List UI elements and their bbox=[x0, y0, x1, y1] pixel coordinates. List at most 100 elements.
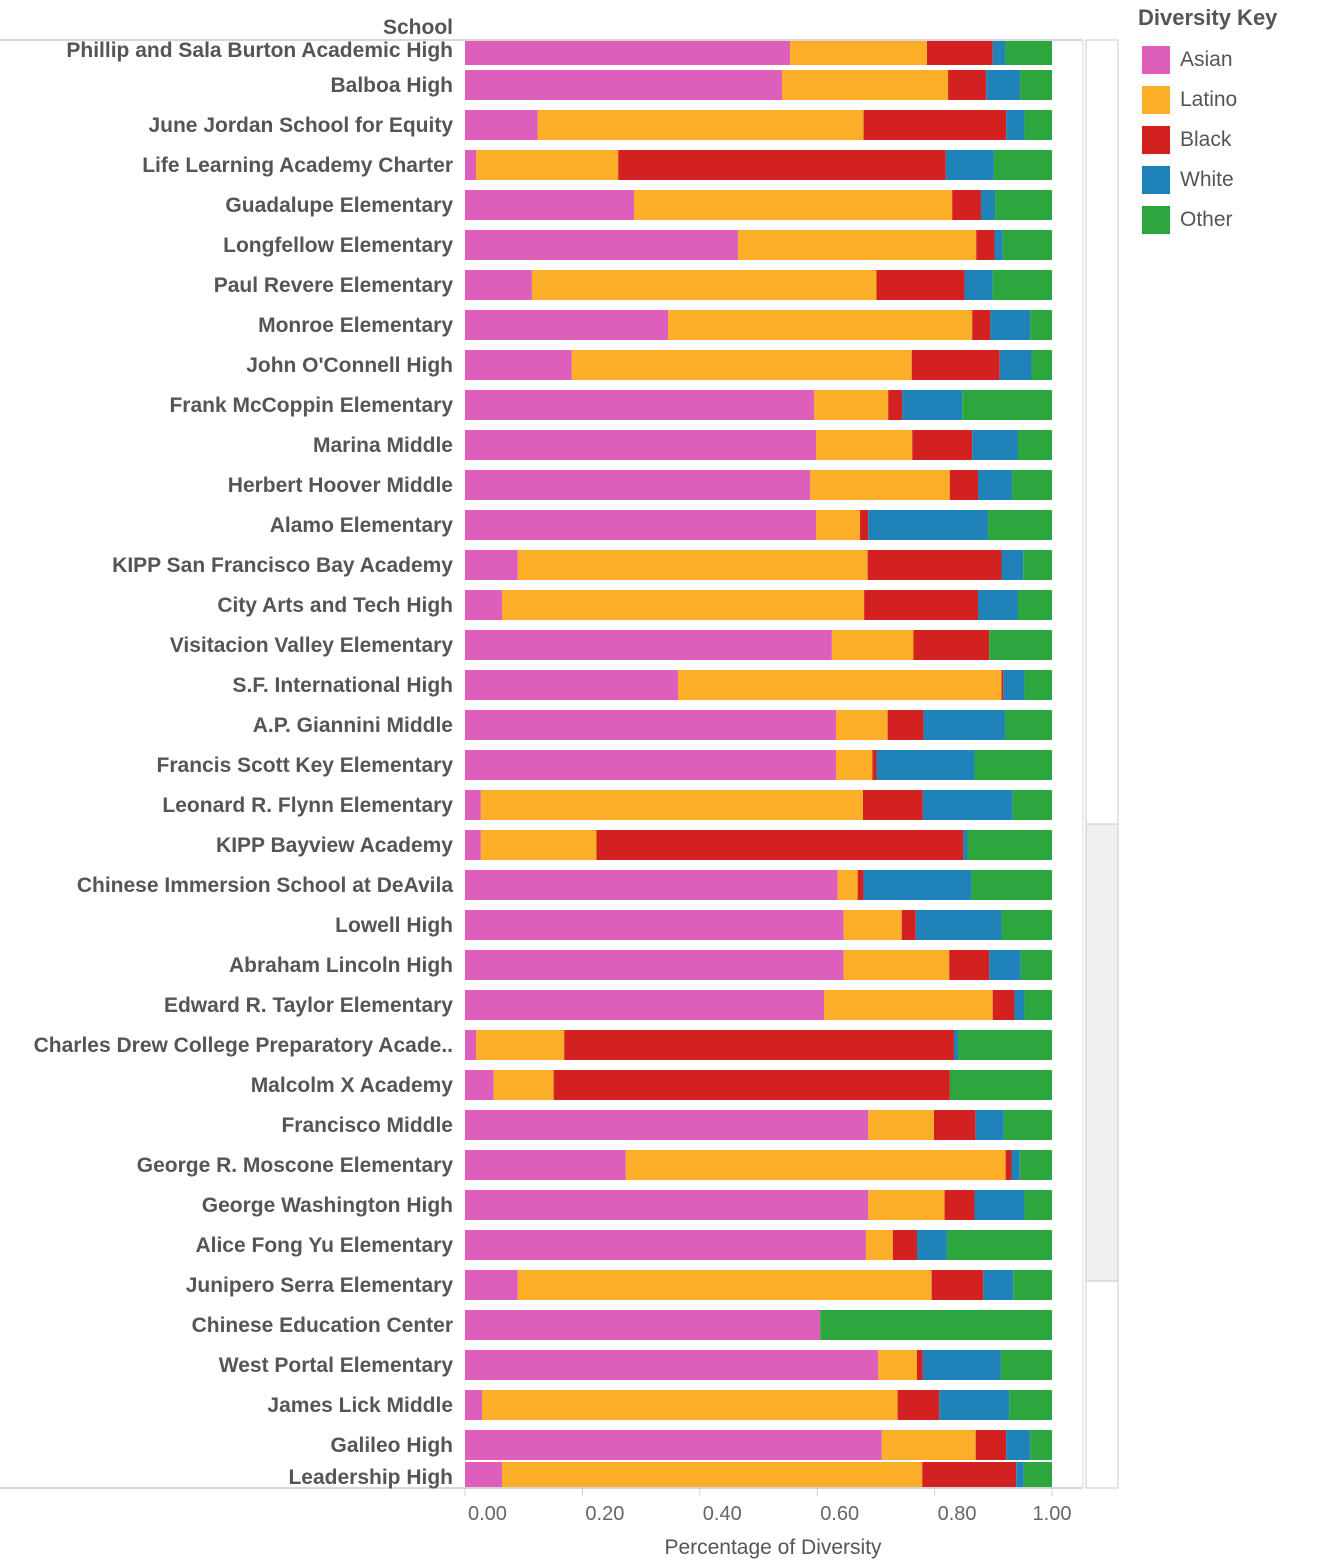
bar-latino-s-f-international-high[interactable] bbox=[678, 670, 1002, 700]
bar-latino-james-lick-middle[interactable] bbox=[482, 1390, 898, 1420]
bar-latino-junipero-serra-elementary[interactable] bbox=[517, 1270, 932, 1300]
bar-other-frank-mccoppin-elementary[interactable] bbox=[962, 390, 1052, 420]
bar-white-chinese-immersion-school-at-deavila[interactable] bbox=[863, 870, 972, 900]
bar-latino-monroe-elementary[interactable] bbox=[668, 310, 973, 340]
bar-latino-longfellow-elementary[interactable] bbox=[737, 230, 977, 260]
bar-black-s-f-international-high[interactable] bbox=[1001, 670, 1004, 700]
bar-white-a-p-giannini-middle[interactable] bbox=[923, 710, 1006, 740]
bar-black-marina-middle[interactable] bbox=[912, 430, 973, 460]
bar-asian-john-o-connell-high[interactable] bbox=[465, 350, 572, 380]
bar-asian-frank-mccoppin-elementary[interactable] bbox=[465, 390, 815, 420]
bar-black-guadalupe-elementary[interactable] bbox=[952, 190, 981, 220]
bar-white-francisco-middle[interactable] bbox=[975, 1110, 1004, 1140]
bar-black-herbert-hoover-middle[interactable] bbox=[949, 470, 979, 500]
bar-other-west-portal-elementary[interactable] bbox=[1000, 1350, 1052, 1380]
bar-white-paul-revere-elementary[interactable] bbox=[964, 270, 993, 300]
bar-asian-galileo-high[interactable] bbox=[465, 1430, 882, 1460]
vertical-scrollbar[interactable] bbox=[1085, 39, 1119, 1489]
bar-latino-kipp-san-francisco-bay-academy[interactable] bbox=[517, 550, 868, 580]
bar-asian-city-arts-and-tech-high[interactable] bbox=[465, 590, 502, 620]
bar-black-west-portal-elementary[interactable] bbox=[916, 1350, 923, 1380]
bar-black-kipp-bayview-academy[interactable] bbox=[596, 830, 964, 860]
bar-white-life-learning-academy-charter[interactable] bbox=[945, 150, 994, 180]
legend-item-other[interactable]: Other bbox=[1138, 200, 1334, 240]
bar-white-kipp-san-francisco-bay-academy[interactable] bbox=[1001, 550, 1024, 580]
bar-white-guadalupe-elementary[interactable] bbox=[980, 190, 996, 220]
bar-white-frank-mccoppin-elementary[interactable] bbox=[902, 390, 963, 420]
bar-other-george-r-moscone-elementary[interactable] bbox=[1019, 1150, 1053, 1180]
bar-black-june-jordan-school-for-equity[interactable] bbox=[863, 110, 1007, 140]
bar-white-junipero-serra-elementary[interactable] bbox=[983, 1270, 1014, 1300]
bar-latino-john-o-connell-high[interactable] bbox=[571, 350, 912, 380]
bar-asian-june-jordan-school-for-equity[interactable] bbox=[465, 110, 538, 140]
bar-black-lowell-high[interactable] bbox=[901, 910, 916, 940]
bar-latino-galileo-high[interactable] bbox=[881, 1430, 976, 1460]
bar-other-herbert-hoover-middle[interactable] bbox=[1012, 470, 1052, 500]
bar-other-leonard-r-flynn-elementary[interactable] bbox=[1012, 790, 1052, 820]
bar-other-balboa-high[interactable] bbox=[1020, 70, 1052, 100]
bar-other-alice-fong-yu-elementary[interactable] bbox=[946, 1230, 1052, 1260]
bar-other-charles-drew-college-preparatory-acade[interactable] bbox=[958, 1030, 1052, 1060]
bar-other-city-arts-and-tech-high[interactable] bbox=[1017, 590, 1052, 620]
bar-white-marina-middle[interactable] bbox=[972, 430, 1018, 460]
bar-other-life-learning-academy-charter[interactable] bbox=[993, 150, 1052, 180]
bar-asian-malcolm-x-academy[interactable] bbox=[465, 1070, 494, 1100]
bar-latino-francisco-middle[interactable] bbox=[868, 1110, 935, 1140]
bar-asian-james-lick-middle[interactable] bbox=[465, 1390, 483, 1420]
bar-latino-alice-fong-yu-elementary[interactable] bbox=[865, 1230, 893, 1260]
bar-other-visitacion-valley-elementary[interactable] bbox=[989, 630, 1052, 660]
bar-black-life-learning-academy-charter[interactable] bbox=[618, 150, 946, 180]
bar-other-a-p-giannini-middle[interactable] bbox=[1005, 710, 1052, 740]
bar-asian-leonard-r-flynn-elementary[interactable] bbox=[465, 790, 481, 820]
bar-asian-george-r-moscone-elementary[interactable] bbox=[465, 1150, 626, 1180]
bar-latino-george-r-moscone-elementary[interactable] bbox=[625, 1150, 1006, 1180]
bar-white-balboa-high[interactable] bbox=[986, 70, 1021, 100]
bar-black-galileo-high[interactable] bbox=[975, 1430, 1007, 1460]
bar-latino-abraham-lincoln-high[interactable] bbox=[843, 950, 950, 980]
bar-other-francisco-middle[interactable] bbox=[1003, 1110, 1052, 1140]
bar-latino-charles-drew-college-preparatory-acade[interactable] bbox=[476, 1030, 565, 1060]
bar-asian-s-f-international-high[interactable] bbox=[465, 670, 679, 700]
bar-other-malcolm-x-academy[interactable] bbox=[949, 1070, 1052, 1100]
bar-asian-marina-middle[interactable] bbox=[465, 430, 817, 460]
bar-other-chinese-education-center[interactable] bbox=[820, 1310, 1052, 1340]
bar-asian-edward-r-taylor-elementary[interactable] bbox=[465, 990, 825, 1020]
bar-other-june-jordan-school-for-equity[interactable] bbox=[1024, 110, 1052, 140]
bar-white-monroe-elementary[interactable] bbox=[990, 310, 1031, 340]
bar-black-monroe-elementary[interactable] bbox=[972, 310, 991, 340]
bar-black-james-lick-middle[interactable] bbox=[897, 1390, 940, 1420]
bar-black-leonard-r-flynn-elementary[interactable] bbox=[862, 790, 923, 820]
bar-white-george-washington-high[interactable] bbox=[974, 1190, 1025, 1220]
bar-latino-phillip-and-sala-burton-academic-high[interactable] bbox=[790, 41, 927, 65]
bar-other-francis-scott-key-elementary[interactable] bbox=[974, 750, 1052, 780]
bar-asian-george-washington-high[interactable] bbox=[465, 1190, 869, 1220]
bar-asian-balboa-high[interactable] bbox=[465, 70, 782, 100]
bar-black-john-o-connell-high[interactable] bbox=[911, 350, 1000, 380]
bar-other-james-lick-middle[interactable] bbox=[1009, 1390, 1052, 1420]
bar-latino-frank-mccoppin-elementary[interactable] bbox=[814, 390, 889, 420]
bar-asian-alice-fong-yu-elementary[interactable] bbox=[465, 1230, 866, 1260]
legend-item-latino[interactable]: Latino bbox=[1138, 80, 1334, 120]
bar-other-galileo-high[interactable] bbox=[1030, 1430, 1052, 1460]
bar-asian-junipero-serra-elementary[interactable] bbox=[465, 1270, 518, 1300]
bar-black-a-p-giannini-middle[interactable] bbox=[887, 710, 924, 740]
bar-other-george-washington-high[interactable] bbox=[1024, 1190, 1052, 1220]
bar-black-edward-r-taylor-elementary[interactable] bbox=[992, 990, 1015, 1020]
bar-asian-lowell-high[interactable] bbox=[465, 910, 844, 940]
bar-latino-city-arts-and-tech-high[interactable] bbox=[501, 590, 865, 620]
bar-white-abraham-lincoln-high[interactable] bbox=[989, 950, 1021, 980]
scrollbar-thumb[interactable] bbox=[1085, 823, 1119, 1282]
bar-latino-herbert-hoover-middle[interactable] bbox=[810, 470, 950, 500]
bar-black-alamo-elementary[interactable] bbox=[860, 510, 869, 540]
bar-black-frank-mccoppin-elementary[interactable] bbox=[888, 390, 903, 420]
bar-asian-a-p-giannini-middle[interactable] bbox=[465, 710, 836, 740]
bar-other-abraham-lincoln-high[interactable] bbox=[1020, 950, 1052, 980]
bar-latino-malcolm-x-academy[interactable] bbox=[493, 1070, 554, 1100]
bar-black-alice-fong-yu-elementary[interactable] bbox=[892, 1230, 917, 1260]
bar-other-leadership-high[interactable] bbox=[1023, 1462, 1052, 1487]
bar-black-francisco-middle[interactable] bbox=[934, 1110, 976, 1140]
bar-latino-george-washington-high[interactable] bbox=[868, 1190, 945, 1220]
bar-asian-chinese-education-center[interactable] bbox=[465, 1310, 821, 1340]
bar-latino-lowell-high[interactable] bbox=[843, 910, 902, 940]
bar-white-james-lick-middle[interactable] bbox=[939, 1390, 1010, 1420]
